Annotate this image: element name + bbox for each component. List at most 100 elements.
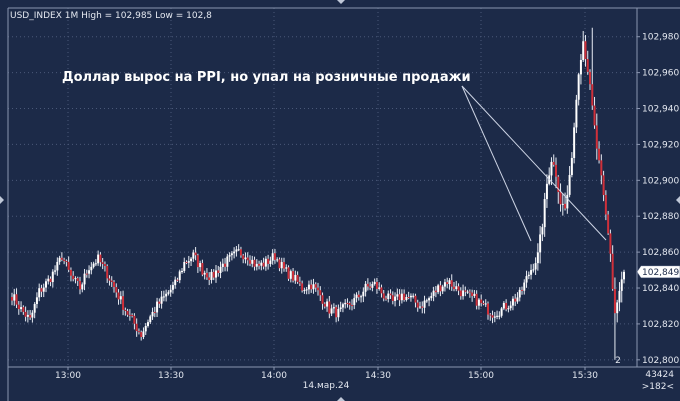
candle-down	[108, 278, 111, 281]
candle-up	[423, 300, 426, 308]
candle-up	[462, 290, 465, 297]
candle-up	[45, 281, 47, 288]
candle-up	[518, 289, 521, 298]
candle-down	[335, 307, 338, 318]
candle-down	[103, 264, 106, 267]
candle-up	[42, 287, 45, 292]
bottom-scroll-arrow[interactable]	[337, 397, 345, 401]
candle-down	[110, 280, 113, 282]
bottom-marker: 2	[615, 356, 621, 366]
candle-up	[88, 270, 91, 274]
x-tick-label: 15:30	[572, 371, 598, 381]
candle-up	[228, 255, 231, 257]
candle-up	[187, 261, 190, 263]
candle-down	[600, 160, 603, 176]
candle-up	[509, 305, 512, 309]
candle-down	[194, 252, 197, 256]
candle-up	[230, 253, 233, 256]
candle-down	[357, 294, 360, 298]
left-scroll-arrow[interactable]	[0, 196, 4, 204]
candle-up	[498, 315, 501, 317]
footer-range: >182<	[642, 382, 674, 392]
y-tick-label: 102,960	[642, 69, 679, 79]
candle-down	[292, 271, 295, 281]
candle-down	[457, 286, 460, 291]
candle-down	[407, 297, 410, 299]
candle-down	[584, 41, 587, 60]
annotation-text: Доллар вырос на PPI, но упал на розничны…	[62, 70, 471, 85]
candle-down	[555, 164, 557, 177]
candle-down	[323, 303, 326, 307]
candle-down	[398, 294, 401, 301]
candle-up	[276, 259, 279, 261]
candle-up	[90, 266, 93, 271]
candle-up	[618, 290, 621, 303]
candle-down	[296, 274, 299, 282]
candle-up	[119, 296, 122, 300]
candle-up	[20, 307, 23, 310]
candle-up	[147, 322, 149, 326]
candle-up	[568, 175, 571, 195]
candle-down	[382, 293, 385, 299]
candle-down	[217, 270, 220, 274]
candle-down	[79, 280, 81, 290]
candle-up	[144, 325, 147, 332]
candle-down	[434, 290, 437, 293]
candle-down	[113, 281, 115, 288]
annotation-line-2	[461, 85, 607, 241]
top-scroll-arrow[interactable]	[337, 0, 345, 4]
candle-down	[450, 280, 453, 287]
candle-up	[477, 299, 480, 306]
candle-up	[387, 293, 390, 300]
candle-up	[409, 295, 412, 298]
candle-up	[502, 302, 505, 309]
candle-up	[269, 260, 272, 264]
candle-down	[480, 299, 483, 304]
candle-up	[271, 253, 274, 261]
candle-down	[557, 176, 560, 193]
candle-up	[539, 234, 542, 253]
candle-down	[317, 287, 319, 291]
candle-up	[355, 294, 358, 299]
candle-up	[210, 271, 213, 281]
candle-down	[208, 277, 211, 281]
candle-up	[527, 274, 530, 277]
candle-down	[595, 125, 598, 149]
candle-up	[543, 199, 546, 228]
x-tick-label: 13:30	[158, 371, 184, 381]
candle-down	[487, 303, 489, 315]
x-tick-label: 15:00	[468, 371, 494, 381]
axes-layer	[7, 7, 680, 401]
candle-up	[425, 300, 428, 302]
candle-down	[135, 323, 138, 332]
candle-up	[58, 257, 61, 262]
candle-down	[273, 253, 276, 260]
candle-up	[419, 306, 421, 308]
candle-up	[142, 331, 145, 338]
candle-up	[620, 279, 623, 291]
candle-up	[516, 297, 519, 302]
candle-up	[582, 41, 585, 60]
candle-down	[40, 288, 43, 292]
candle-up	[94, 263, 97, 265]
candles-layer	[11, 27, 625, 360]
candle-up	[373, 281, 376, 285]
candle-down	[489, 314, 492, 316]
candle-down	[389, 293, 392, 296]
candle-up	[394, 296, 397, 301]
candle-up	[536, 252, 539, 264]
candle-down	[224, 263, 227, 267]
candle-up	[441, 286, 444, 292]
candle-down	[591, 84, 594, 106]
candle-down	[196, 255, 199, 268]
candle-down	[115, 287, 118, 293]
candle-down	[505, 302, 508, 310]
candle-up	[532, 269, 535, 271]
candle-down	[602, 175, 605, 196]
candle-up	[226, 256, 229, 267]
candle-up	[312, 284, 315, 290]
candle-up	[26, 314, 29, 317]
candle-down	[514, 298, 517, 302]
right-scroll-arrow[interactable]	[676, 196, 680, 204]
